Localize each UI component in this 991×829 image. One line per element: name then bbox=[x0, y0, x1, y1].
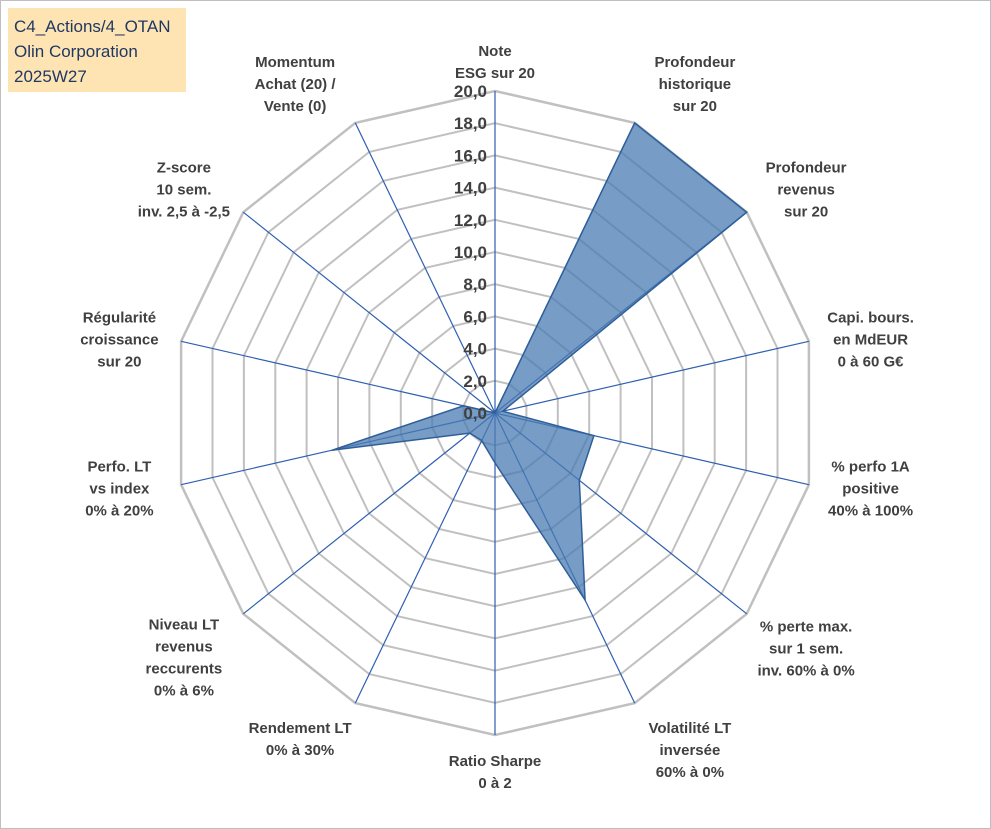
axis-label-9-line-3: 0% à 6% bbox=[154, 682, 214, 699]
axis-label-2-line-2: sur 20 bbox=[784, 203, 828, 220]
axis-label-12-line-2: inv. 2,5 à -2,5 bbox=[138, 203, 230, 220]
axis-label-13-line-1: Achat (20) / bbox=[255, 76, 337, 93]
tick-label-6: 12,0 bbox=[454, 211, 487, 230]
axis-label-9-line-1: revenus bbox=[155, 638, 213, 655]
axis-label-9: Niveau LT revenus reccurents 0% à 6% bbox=[146, 616, 223, 699]
axis-label-0-line-0: Note bbox=[478, 43, 511, 60]
tick-label-7: 14,0 bbox=[454, 179, 487, 198]
axis-label-8-line-1: 0% à 30% bbox=[266, 742, 334, 759]
header-line-1: C4_Actions/4_OTAN bbox=[14, 17, 171, 36]
tick-label-3: 6,0 bbox=[463, 307, 487, 326]
axis-label-13-line-0: Momentum bbox=[255, 54, 335, 71]
axis-label-7: Ratio Sharpe 0 à 2 bbox=[449, 753, 542, 792]
tick-label-8: 16,0 bbox=[454, 146, 487, 165]
axis-label-4-line-2: 40% à 100% bbox=[828, 502, 913, 519]
axis-label-12: Z-score 10 sem. inv. 2,5 à -2,5 bbox=[138, 159, 230, 220]
axis-spoke-8 bbox=[354, 412, 496, 704]
axis-label-8-line-0: Rendement LT bbox=[249, 720, 352, 737]
axis-label-7-line-0: Ratio Sharpe bbox=[449, 753, 542, 770]
axis-spoke-9 bbox=[242, 412, 496, 615]
axis-label-1-line-0: Profondeur bbox=[654, 54, 735, 71]
axis-label-4-line-1: positive bbox=[842, 480, 899, 497]
axis-label-5-line-1: sur 1 sem. bbox=[769, 641, 843, 658]
axis-label-13: Momentum Achat (20) / Vente (0) bbox=[255, 54, 337, 115]
axis-label-layer: Note ESG sur 20 Profondeur historique sur 20… bbox=[80, 43, 914, 792]
axis-label-9-line-2: reccurents bbox=[146, 660, 223, 677]
axis-label-0-line-1: ESG sur 20 bbox=[455, 65, 535, 82]
axis-label-10-line-0: Perfo. LT bbox=[87, 458, 151, 475]
axis-label-2-line-1: revenus bbox=[777, 181, 835, 198]
axis-label-3-line-1: en MdEUR bbox=[833, 332, 908, 349]
axis-label-6: Volatilité LT inversée 60% à 0% bbox=[649, 720, 732, 781]
axis-label-2-line-0: Profondeur bbox=[766, 159, 847, 176]
axis-label-13-line-2: Vente (0) bbox=[264, 98, 327, 115]
axis-label-1: Profondeur historique sur 20 bbox=[654, 54, 735, 115]
axis-label-6-line-2: 60% à 0% bbox=[656, 764, 724, 781]
axis-label-4-line-0: % perfo 1A bbox=[831, 458, 910, 475]
axis-label-0: Note ESG sur 20 bbox=[455, 43, 535, 82]
axis-label-3-line-0: Capi. bours. bbox=[827, 310, 914, 327]
tick-label-5: 10,0 bbox=[454, 243, 487, 262]
axis-label-11-line-0: Régularité bbox=[83, 310, 156, 327]
chart-header-box: C4_Actions/4_OTAN Olin Corporation 2025W… bbox=[8, 8, 186, 92]
axis-label-11-line-1: croissance bbox=[80, 332, 158, 349]
header-line-3: 2025W27 bbox=[14, 67, 87, 86]
axis-label-1-line-1: historique bbox=[659, 76, 732, 93]
axis-label-10: Perfo. LT vs index 0% à 20% bbox=[85, 458, 153, 519]
axis-label-8: Rendement LT 0% à 30% bbox=[249, 720, 352, 759]
axis-spoke-11 bbox=[180, 340, 496, 414]
axis-spoke-13 bbox=[354, 122, 496, 414]
axis-label-2: Profondeur revenus sur 20 bbox=[766, 159, 847, 220]
axis-spoke-3 bbox=[494, 340, 810, 414]
axis-label-1-line-2: sur 20 bbox=[673, 98, 717, 115]
tick-label-2: 4,0 bbox=[463, 340, 487, 359]
axis-label-10-line-1: vs index bbox=[89, 480, 150, 497]
axis-label-5: % perte max. sur 1 sem. inv. 60% à 0% bbox=[757, 619, 854, 680]
series-layer bbox=[331, 121, 748, 603]
header-line-2: Olin Corporation bbox=[14, 42, 138, 61]
axis-label-11-line-2: sur 20 bbox=[97, 354, 141, 371]
axis-label-9-line-0: Niveau LT bbox=[149, 616, 220, 633]
axis-label-6-line-0: Volatilité LT bbox=[649, 720, 732, 737]
axis-label-3: Capi. bours. en MdEUR 0 à 60 G€ bbox=[827, 310, 914, 371]
axis-label-7-line-1: 0 à 2 bbox=[478, 775, 511, 792]
axis-label-6-line-1: inversée bbox=[659, 742, 720, 759]
tick-label-0: 0,0 bbox=[463, 404, 487, 423]
series-area bbox=[331, 121, 748, 603]
axis-label-12-line-1: 10 sem. bbox=[156, 181, 211, 198]
axis-label-11: Régularité croissance sur 20 bbox=[80, 310, 158, 371]
axis-label-10-line-2: 0% à 20% bbox=[85, 502, 153, 519]
tick-label-10: 20,0 bbox=[454, 82, 487, 101]
axis-label-12-line-0: Z-score bbox=[157, 159, 211, 176]
axis-label-5-line-0: % perte max. bbox=[760, 619, 853, 636]
axis-spoke-12 bbox=[242, 211, 496, 414]
axis-label-5-line-2: inv. 60% à 0% bbox=[757, 663, 854, 680]
tick-label-9: 18,0 bbox=[454, 114, 487, 133]
axis-label-4: % perfo 1A positive 40% à 100% bbox=[828, 458, 913, 519]
tick-label-layer: 0,0 2,0 4,0 6,0 8,0 10,0 12,0 14,0 16,0 18,0 20,0 bbox=[454, 82, 487, 423]
tick-label-1: 2,0 bbox=[463, 372, 487, 391]
axis-label-3-line-2: 0 à 60 G€ bbox=[838, 354, 905, 371]
tick-label-4: 8,0 bbox=[463, 275, 487, 294]
